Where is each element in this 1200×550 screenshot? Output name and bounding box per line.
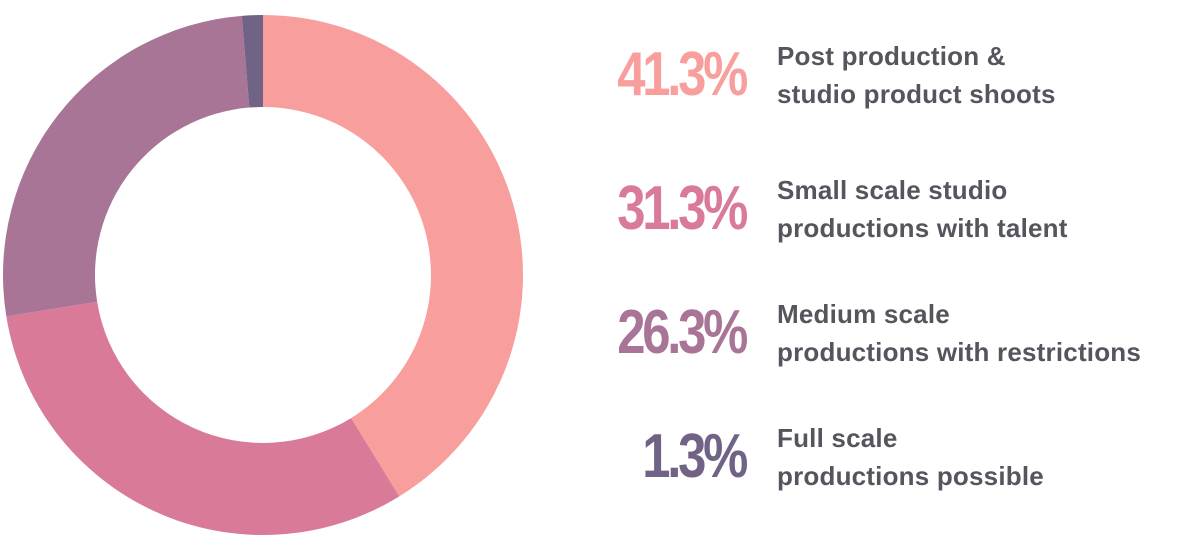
legend-label-line: Small scale studio — [777, 175, 1008, 205]
legend-percent: 31.3% — [617, 174, 748, 243]
legend-percent: 1.3% — [642, 422, 748, 491]
legend-item-full-scale: 1.3% Full scale productions possible — [555, 412, 1195, 502]
legend-item-small-scale: 31.3% Small scale studio productions wit… — [555, 164, 1195, 254]
legend-label: Post production & studio product shoots — [777, 30, 1197, 120]
legend-label-line: productions possible — [777, 461, 1044, 491]
legend-label-line: Full scale — [777, 423, 898, 453]
donut-chart — [3, 15, 524, 535]
legend-percent: 26.3% — [617, 298, 748, 367]
legend-label-line: Post production & — [777, 41, 1006, 71]
slice-medium-scale — [3, 15, 250, 317]
legend-item-post-production: 41.3% Post production & studio product s… — [555, 30, 1195, 120]
legend-label-line: productions with restrictions — [777, 337, 1142, 367]
legend-label-line: productions with talent — [777, 213, 1068, 243]
legend-label-line: studio product shoots — [777, 79, 1056, 109]
legend-label: Full scale productions possible — [777, 412, 1197, 502]
legend-percent: 41.3% — [617, 40, 748, 109]
slice-full-scale — [241, 15, 263, 108]
legend-label: Medium scale productions with restrictio… — [777, 288, 1197, 378]
legend-item-medium-scale: 26.3% Medium scale productions with rest… — [555, 288, 1195, 378]
legend-label: Small scale studio productions with tale… — [777, 164, 1197, 254]
slice-post-production — [263, 15, 524, 497]
slice-small-scale — [6, 301, 400, 535]
legend-label-line: Medium scale — [777, 299, 950, 329]
